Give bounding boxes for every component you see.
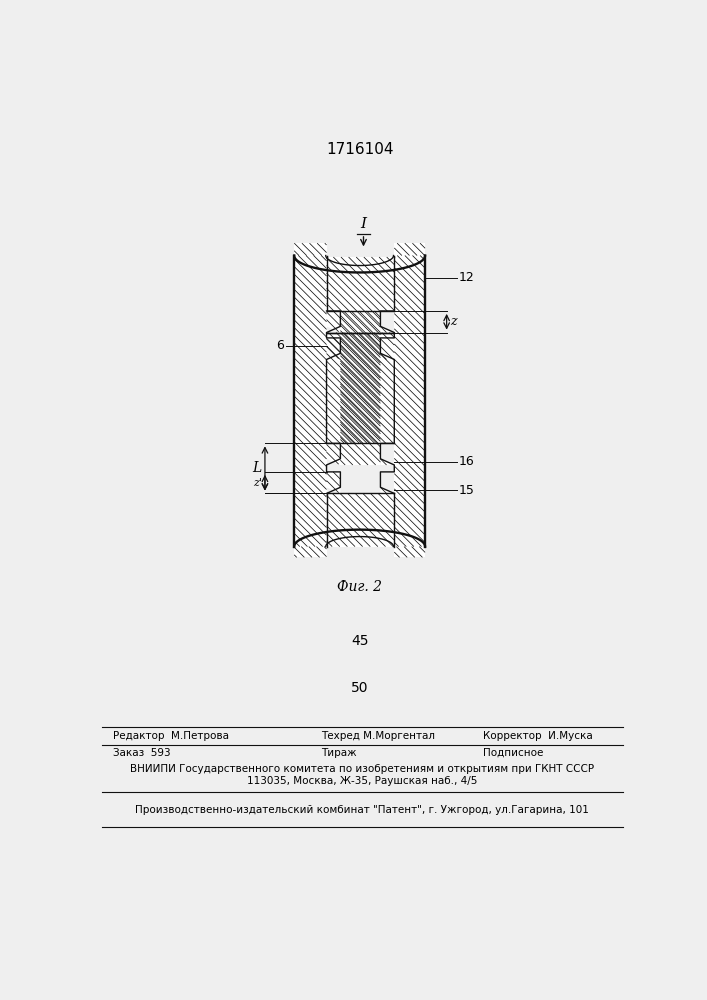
Text: I: I <box>361 217 366 231</box>
Polygon shape <box>327 257 395 311</box>
Text: 1716104: 1716104 <box>326 142 393 157</box>
Text: 15: 15 <box>459 484 475 497</box>
Polygon shape <box>294 243 327 256</box>
Text: Тираж: Тираж <box>321 748 357 758</box>
Text: Редактор  М.Петрова: Редактор М.Петрова <box>113 731 229 741</box>
Polygon shape <box>327 311 340 333</box>
Text: 50: 50 <box>351 681 368 695</box>
Text: 16: 16 <box>459 455 474 468</box>
Text: 45: 45 <box>351 634 368 648</box>
Polygon shape <box>327 443 340 465</box>
Polygon shape <box>395 547 425 557</box>
Polygon shape <box>340 311 380 443</box>
Polygon shape <box>294 256 327 547</box>
Polygon shape <box>380 472 395 493</box>
Text: 12: 12 <box>459 271 474 284</box>
Polygon shape <box>380 338 395 359</box>
Text: ВНИИПИ Государственного комитета по изобретениям и открытиям при ГКНТ СССР: ВНИИПИ Государственного комитета по изоб… <box>130 764 594 774</box>
Polygon shape <box>327 333 395 443</box>
Polygon shape <box>327 338 340 359</box>
Polygon shape <box>294 547 327 557</box>
Text: Фиг. 2: Фиг. 2 <box>337 580 382 594</box>
Text: z: z <box>450 315 456 328</box>
Polygon shape <box>340 311 380 465</box>
Text: z': z' <box>253 478 262 488</box>
Polygon shape <box>327 472 340 493</box>
Polygon shape <box>395 243 425 256</box>
Polygon shape <box>327 493 395 547</box>
Text: Подписное: Подписное <box>483 748 543 758</box>
Text: L: L <box>252 461 262 475</box>
Polygon shape <box>380 443 395 465</box>
Text: Техред М.Моргентал: Техред М.Моргентал <box>321 731 435 741</box>
Text: Корректор  И.Муска: Корректор И.Муска <box>483 731 592 741</box>
Text: Производственно-издательский комбинат "Патент", г. Ужгород, ул.Гагарина, 101: Производственно-издательский комбинат "П… <box>135 805 589 815</box>
Text: Заказ  593: Заказ 593 <box>113 748 171 758</box>
Text: 113035, Москва, Ж-35, Раушская наб., 4/5: 113035, Москва, Ж-35, Раушская наб., 4/5 <box>247 776 477 786</box>
Text: 6: 6 <box>276 339 284 352</box>
Polygon shape <box>395 256 425 547</box>
Polygon shape <box>380 311 395 333</box>
